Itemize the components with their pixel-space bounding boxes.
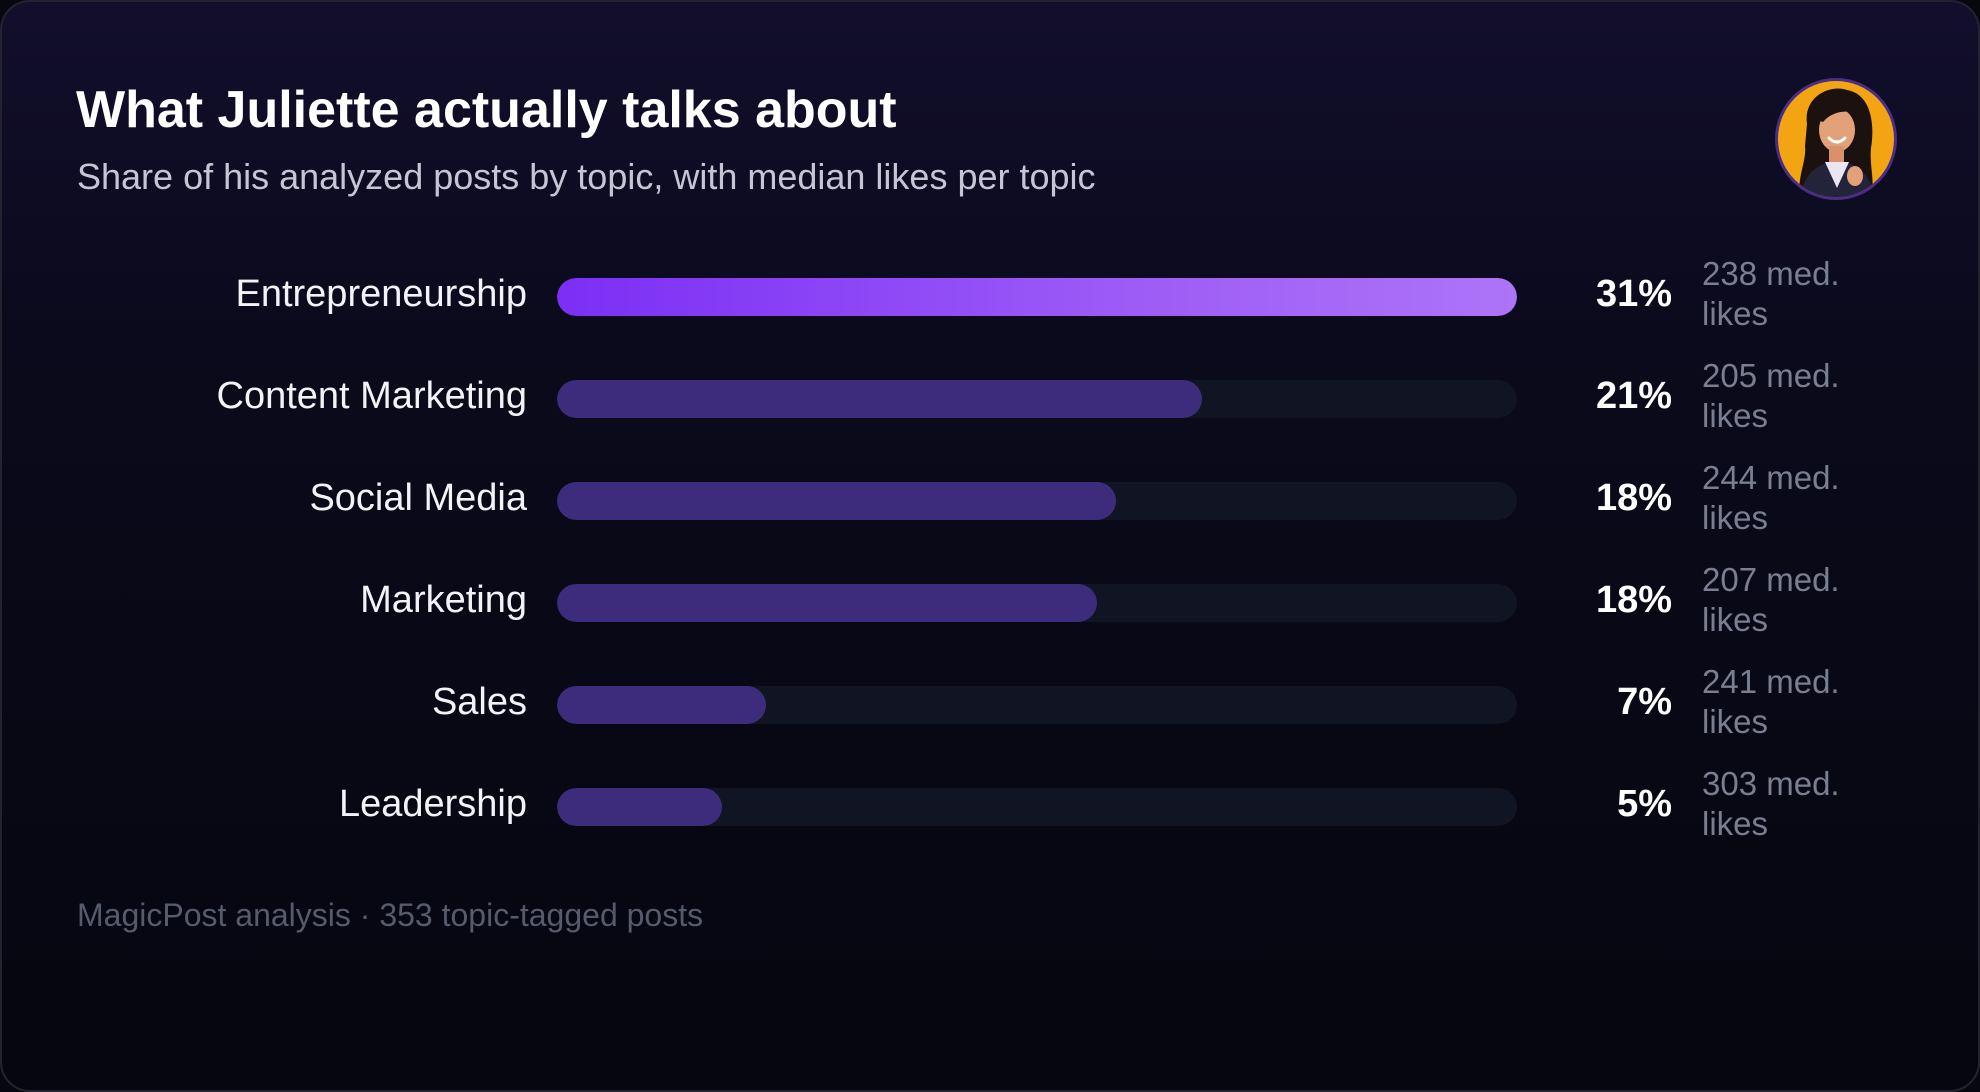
category-label: Entrepreneurship: [235, 273, 527, 315]
category-label: Sales: [431, 681, 527, 723]
bar-track: [557, 278, 1517, 316]
bar: [557, 788, 722, 826]
value-label: 18%: [1595, 477, 1672, 519]
avatar-icon: [1775, 78, 1897, 200]
bar: [557, 482, 1116, 520]
bar-track: [557, 482, 1517, 520]
bar-row: Content Marketing 21% 205 med. likes: [2, 352, 1978, 442]
bar-row: Social Media 18% 244 med. likes: [2, 454, 1978, 544]
category-label: Content Marketing: [216, 375, 528, 417]
bar-row: Entrepreneurship 31% 238 med. likes: [2, 250, 1978, 340]
bar-track: [557, 788, 1517, 826]
median-likes-label: 205 med. likes: [1702, 357, 1840, 434]
bar-row: Marketing 18% 207 med. likes: [2, 556, 1978, 646]
bar: [557, 584, 1097, 622]
bar-track: [557, 584, 1517, 622]
value-label: 18%: [1595, 579, 1672, 621]
bar: [557, 380, 1202, 418]
bar-chart: Entrepreneurship 31% 238 med. likes Content…: [2, 2, 1978, 902]
bar-track: [557, 380, 1517, 418]
value-label: 5%: [1617, 783, 1672, 825]
category-label: Leadership: [338, 783, 527, 825]
source-footnote: MagicPost analysis · 353 topic-tagged po…: [77, 897, 704, 933]
median-likes-label: 241 med. likes: [1702, 663, 1840, 740]
bar-row: Sales 7% 241 med. likes: [2, 658, 1978, 748]
category-label: Marketing: [360, 579, 527, 621]
value-label: 7%: [1617, 681, 1672, 723]
bar: [557, 278, 1517, 316]
value-label: 31%: [1595, 273, 1672, 315]
median-likes-label: 303 med. likes: [1702, 765, 1840, 842]
median-likes-label: 207 med. likes: [1702, 561, 1840, 638]
median-likes-label: 244 med. likes: [1702, 459, 1840, 536]
value-label: 21%: [1595, 375, 1672, 417]
bar-track: [557, 686, 1517, 724]
bar-row: Leadership 5% 303 med. likes: [2, 760, 1978, 850]
category-label: Social Media: [309, 477, 527, 519]
median-likes-label: 238 med. likes: [1702, 255, 1840, 332]
bar: [557, 686, 766, 724]
chart-subtitle: Share of his analyzed posts by topic, wi…: [77, 156, 1096, 197]
chart-title: What Juliette actually talks about: [76, 81, 897, 139]
